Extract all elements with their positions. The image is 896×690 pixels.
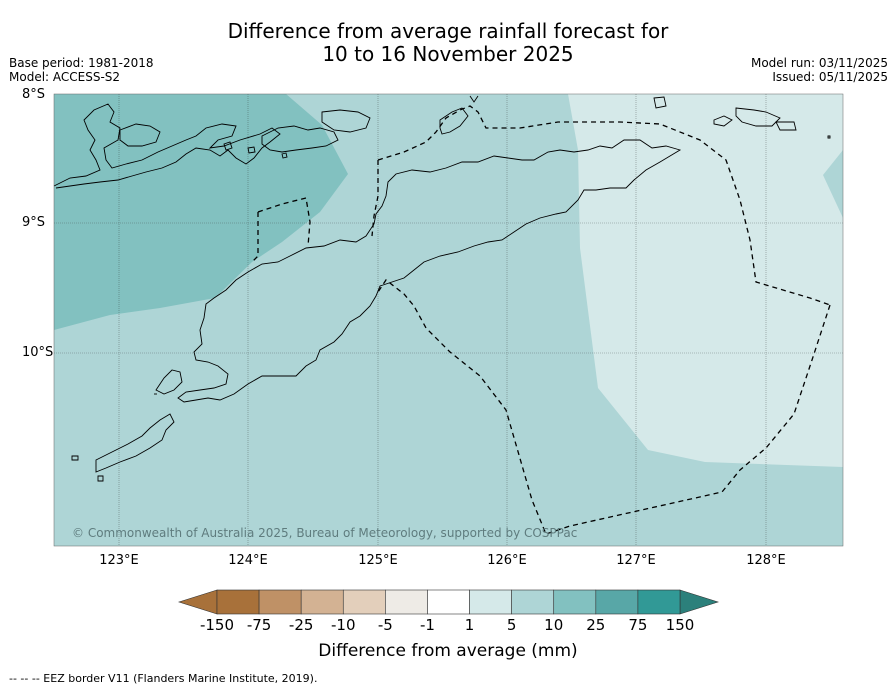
coastline-kisar (653, 96, 667, 109)
coastline-adonara (119, 123, 161, 147)
coastline-timor (177, 139, 682, 403)
coastline-alor (321, 109, 371, 133)
issued-date: Issued: 05/11/2025 (772, 70, 888, 84)
lon-label-128e: 128°E (746, 553, 786, 568)
colorbar-tick-label: 1 (464, 616, 475, 634)
colorbar-tick-label: 75 (628, 616, 648, 634)
colorbar-tick-label: 10 (544, 616, 564, 634)
colorbar-tick-label: 5 (506, 616, 517, 634)
meta-right: Model run: 03/11/2025 Issued: 05/11/2025 (751, 56, 888, 84)
colorbar-tick-label: 150 (665, 616, 695, 634)
colorbar-tick-label: 25 (586, 616, 606, 634)
coastlines (53, 95, 831, 482)
colorbar-tick-label: -1 (419, 616, 435, 634)
lon-label-124e: 124°E (228, 553, 268, 568)
coastline-ndao (71, 455, 79, 461)
colorbar-swatch (342, 589, 386, 615)
eez-border-timor-north (371, 105, 831, 306)
colorbar-swatch (553, 589, 597, 615)
colorbar-tick-label: -75 (246, 616, 272, 634)
copyright-notice: © Commonwealth of Australia 2025, Bureau… (72, 526, 578, 540)
coastline-wetar-tip (469, 95, 479, 103)
coastline-islet-1 (223, 141, 233, 151)
eez-border-timor-south (377, 279, 831, 535)
colorbar-tick-label: -5 (377, 616, 393, 634)
title-line-2: 10 to 16 November 2025 (322, 42, 574, 66)
region-1-to-5 (568, 94, 843, 467)
colorbar-swatch (258, 589, 302, 615)
eez-legend: -- -- -- EEZ border V11 (Flanders Marine… (9, 672, 318, 685)
coastline-wetar (439, 107, 469, 135)
colorbar-swatch (300, 589, 344, 615)
base-period: Base period: 1981-2018 (9, 56, 154, 70)
lon-label-126e: 126°E (487, 553, 527, 568)
gridlines (54, 94, 843, 546)
lat-label-9s: 9°S (22, 215, 46, 230)
colorbar-swatch (385, 589, 428, 615)
coastline-islet-3 (281, 152, 288, 159)
colorbar-swatch (637, 589, 681, 615)
coastline-islet-5 (827, 135, 831, 139)
model-run: Model run: 03/11/2025 (750, 56, 888, 70)
lon-label-125e: 125°E (358, 553, 398, 568)
coastline-islet-2 (247, 146, 256, 154)
lat-label-8s: 8°S (22, 87, 46, 102)
colorbar-label: Difference from average (mm) (318, 641, 578, 661)
map-frame (53, 93, 844, 547)
colorbar-under-arrow (178, 589, 218, 615)
lat-label-10s: 10°S (22, 345, 54, 360)
coastline-lakor (775, 121, 797, 131)
chart-title: Difference from average rainfall forecas… (0, 20, 896, 66)
colorbar-tick-label: -150 (199, 616, 235, 634)
region-10-to-25 (54, 94, 348, 330)
colorbar-swatch (595, 589, 639, 615)
colorbar-over-arrow (679, 589, 719, 615)
coastline-leti (713, 115, 733, 127)
colorbar-swatch (511, 589, 555, 615)
coastline-moa (735, 107, 781, 127)
colorbar-swatch (216, 589, 260, 615)
coastline-lomblen (261, 125, 339, 153)
eez-border-flores-timor (251, 197, 311, 263)
eez-borders (251, 105, 831, 535)
model-name: Model: ACCESS-S2 (9, 70, 121, 84)
lon-label-123e: 123°E (99, 553, 139, 568)
coastline-islet-4 (97, 475, 104, 482)
coastline-semau (155, 369, 183, 395)
meta-left: Base period: 1981-2018 Model: ACCESS-S2 (9, 56, 154, 84)
colorbar (178, 589, 719, 615)
coastline-flores (53, 103, 281, 189)
colorbar-tick-label: -25 (288, 616, 314, 634)
colorbar-tick-label: -10 (331, 616, 356, 634)
coastline-roti (95, 413, 175, 473)
colorbar-swatch (427, 589, 470, 615)
title-line-1: Difference from average rainfall forecas… (227, 19, 669, 43)
lon-label-127e: 127°E (616, 553, 656, 568)
colorbar-swatch (469, 589, 512, 615)
